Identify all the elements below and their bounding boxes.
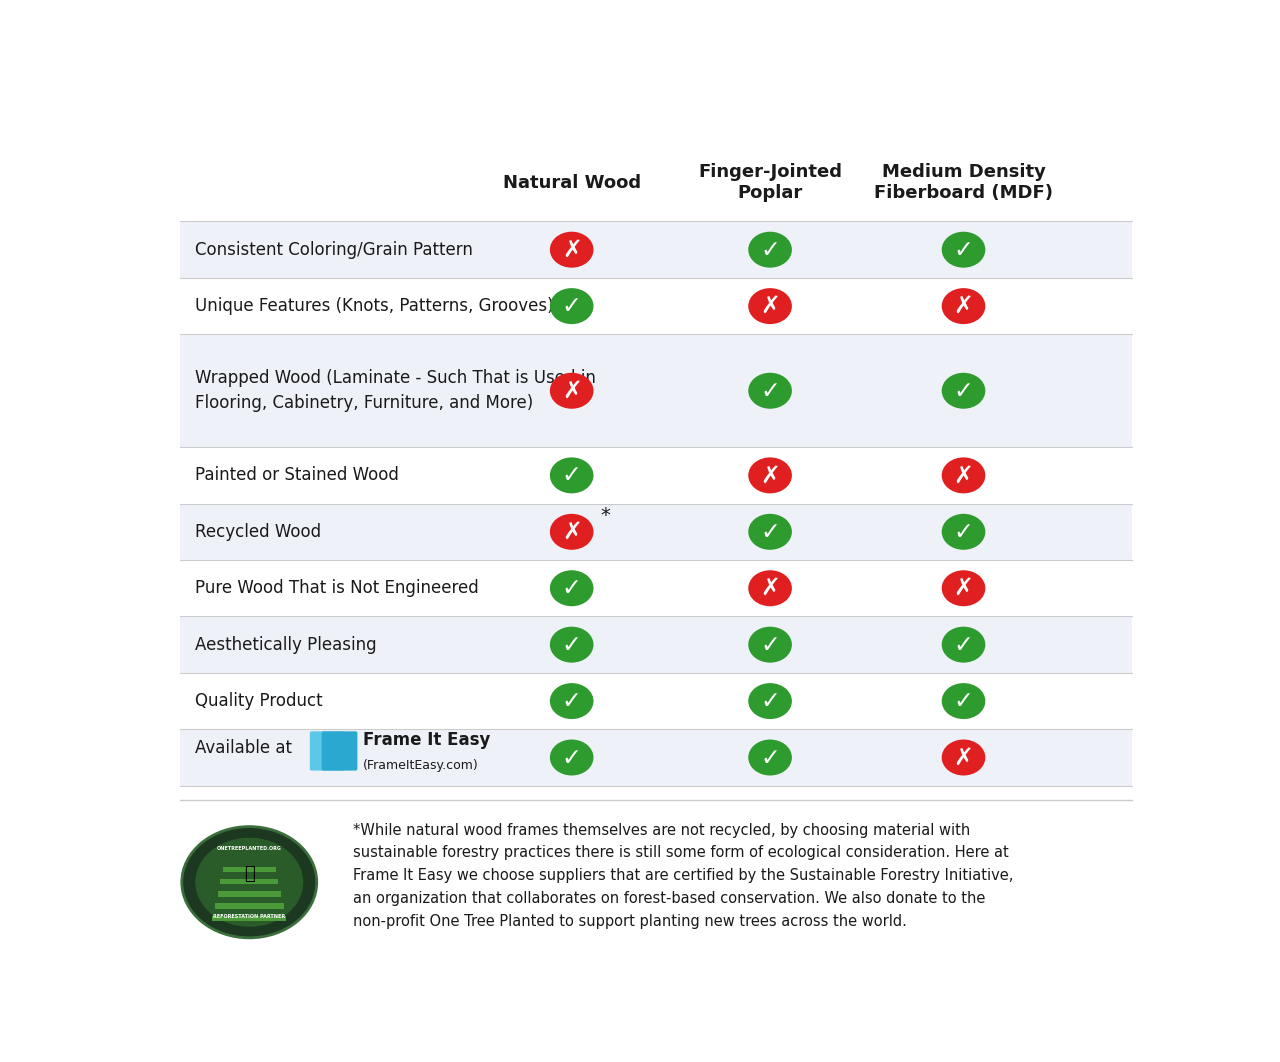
Text: ✓: ✓ [562, 746, 581, 770]
Circle shape [550, 232, 594, 268]
Text: ✓: ✓ [954, 689, 973, 713]
Text: ✓: ✓ [760, 519, 780, 544]
Bar [215, 904, 284, 909]
Text: Painted or Stained Wood: Painted or Stained Wood [195, 466, 398, 484]
Text: ✗: ✗ [954, 463, 973, 487]
Bar [179, 278, 1132, 335]
Text: Wrapped Wood (Laminate - Such That is Used in
Flooring, Cabinetry, Furniture, an: Wrapped Wood (Laminate - Such That is Us… [195, 370, 595, 412]
Bar [179, 673, 1132, 730]
Circle shape [749, 514, 792, 550]
Circle shape [942, 739, 986, 775]
Circle shape [942, 373, 986, 409]
Circle shape [749, 232, 792, 268]
Circle shape [942, 232, 986, 268]
Bar [179, 730, 1132, 786]
Text: ✓: ✓ [562, 689, 581, 713]
Text: ✓: ✓ [760, 633, 780, 656]
Text: ✗: ✗ [760, 294, 780, 319]
Circle shape [749, 373, 792, 409]
Circle shape [942, 627, 986, 663]
Text: Natural Wood: Natural Wood [503, 174, 641, 191]
Text: Consistent Coloring/Grain Pattern: Consistent Coloring/Grain Pattern [195, 241, 472, 259]
Circle shape [942, 570, 986, 606]
Circle shape [550, 739, 594, 775]
Circle shape [749, 739, 792, 775]
Text: ✗: ✗ [562, 379, 581, 402]
Text: ✗: ✗ [562, 519, 581, 544]
Bar [218, 891, 282, 896]
Text: ✓: ✓ [760, 238, 780, 261]
Bar [179, 560, 1132, 616]
Text: ✓: ✓ [954, 238, 973, 261]
Text: ✓: ✓ [562, 633, 581, 656]
Text: ✗: ✗ [562, 238, 581, 261]
Circle shape [550, 458, 594, 494]
Circle shape [942, 514, 986, 550]
Circle shape [749, 627, 792, 663]
Circle shape [550, 683, 594, 719]
Text: ✓: ✓ [954, 633, 973, 656]
Text: Frame It Easy: Frame It Easy [364, 731, 490, 749]
Circle shape [550, 627, 594, 663]
Bar [220, 879, 278, 885]
Circle shape [942, 458, 986, 494]
Bar [212, 915, 287, 921]
Circle shape [550, 373, 594, 409]
Text: ✓: ✓ [562, 294, 581, 319]
FancyBboxPatch shape [321, 732, 357, 771]
Circle shape [749, 570, 792, 606]
Text: Unique Features (Knots, Patterns, Grooves): Unique Features (Knots, Patterns, Groove… [195, 297, 553, 315]
Text: ✗: ✗ [954, 577, 973, 600]
Text: Medium Density
Fiberboard (MDF): Medium Density Fiberboard (MDF) [874, 164, 1053, 202]
Circle shape [550, 288, 594, 324]
Circle shape [749, 458, 792, 494]
Bar [223, 867, 275, 872]
Text: *: * [600, 506, 611, 525]
FancyBboxPatch shape [310, 732, 346, 771]
Text: ✗: ✗ [760, 577, 780, 600]
Bar [179, 222, 1132, 278]
Text: Aesthetically Pleasing: Aesthetically Pleasing [195, 636, 376, 653]
Bar [179, 335, 1132, 447]
Text: ✓: ✓ [954, 379, 973, 402]
Text: ONETREEPLANTED.ORG: ONETREEPLANTED.ORG [216, 846, 282, 852]
Circle shape [550, 570, 594, 606]
Circle shape [942, 683, 986, 719]
Circle shape [749, 288, 792, 324]
Text: 🌱: 🌱 [244, 866, 255, 883]
Text: Available at: Available at [195, 739, 292, 757]
Text: Recycled Wood: Recycled Wood [195, 523, 321, 541]
Text: ✓: ✓ [562, 463, 581, 487]
Text: *While natural wood frames themselves are not recycled, by choosing material wit: *While natural wood frames themselves ar… [353, 822, 1014, 928]
Bar [179, 447, 1132, 503]
Circle shape [182, 826, 316, 938]
Text: ✓: ✓ [760, 379, 780, 402]
Circle shape [749, 683, 792, 719]
Text: ✓: ✓ [562, 577, 581, 600]
Text: (FrameItEasy.com): (FrameItEasy.com) [364, 759, 479, 772]
Text: Quality Product: Quality Product [195, 692, 323, 710]
Text: ✗: ✗ [760, 463, 780, 487]
Text: Finger-Jointed
Poplar: Finger-Jointed Poplar [698, 164, 842, 202]
Text: ✗: ✗ [954, 294, 973, 319]
Text: Pure Wood That is Not Engineered: Pure Wood That is Not Engineered [195, 579, 479, 597]
Circle shape [942, 288, 986, 324]
Text: ✓: ✓ [760, 689, 780, 713]
Bar [179, 503, 1132, 560]
Text: ✓: ✓ [760, 746, 780, 770]
Text: REFORESTATION PARTNER: REFORESTATION PARTNER [214, 914, 285, 920]
Text: ✓: ✓ [954, 519, 973, 544]
Bar [179, 616, 1132, 673]
Text: ✗: ✗ [954, 746, 973, 770]
Circle shape [196, 838, 303, 927]
Circle shape [550, 514, 594, 550]
